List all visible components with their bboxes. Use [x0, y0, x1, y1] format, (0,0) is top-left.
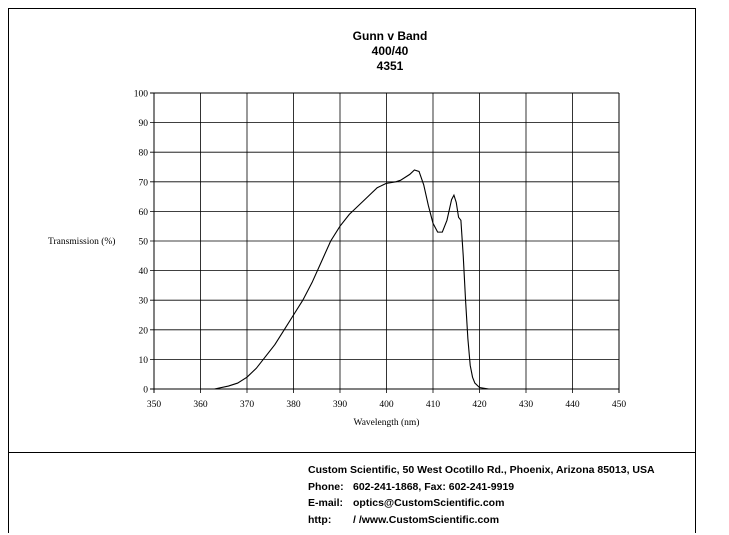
- x-tick-label-440: 440: [565, 400, 580, 410]
- phone-label: Phone:: [308, 480, 344, 493]
- y-tick-label-70: 70: [139, 178, 149, 188]
- email-link[interactable]: optics@CustomScientific.com: [353, 497, 505, 509]
- x-tick-label-390: 390: [333, 400, 348, 410]
- email-label: E-mail:: [308, 497, 344, 509]
- y-tick-label-60: 60: [139, 208, 149, 218]
- y-tick-label-40: 40: [139, 267, 149, 277]
- chart-subtitle-filter: 400/40: [371, 44, 409, 58]
- x-tick-label-410: 410: [426, 400, 441, 410]
- chart-grid: [150, 92, 620, 393]
- page-frame: [8, 8, 696, 533]
- transmission-chart: 350 360 370 380 390 400 410 420 430 440 450 0 10 20 3…: [48, 90, 627, 429]
- y-tick-label-10: 10: [139, 356, 149, 366]
- x-tick-label-450: 450: [612, 400, 627, 410]
- x-tick-label-370: 370: [240, 400, 255, 410]
- company-footer: Custom Scientific, 50 West Ocotillo Rd.,…: [308, 462, 655, 528]
- transmission-curve: [214, 169, 503, 390]
- phone-fax-value: 602-241-1868, Fax: 602-241-9919: [353, 480, 515, 493]
- y-tick-label-50: 50: [139, 238, 149, 248]
- y-tick-label-90: 90: [139, 119, 149, 129]
- y-tick-label-80: 80: [139, 149, 149, 159]
- x-tick-label-420: 420: [472, 400, 487, 410]
- website-link[interactable]: / /www.CustomScientific.com: [353, 513, 500, 526]
- x-tick-label-380: 380: [286, 400, 301, 410]
- y-axis-label: Transmission (%): [48, 236, 115, 247]
- y-tick-label-20: 20: [139, 326, 149, 336]
- x-tick-label-350: 350: [147, 400, 162, 410]
- chart-title: Gunn v Band: [352, 29, 428, 43]
- x-tick-label-360: 360: [193, 400, 208, 410]
- http-label: http:: [308, 513, 332, 526]
- x-tick-label-400: 400: [379, 400, 394, 410]
- y-tick-label-100: 100: [134, 90, 149, 100]
- footer-divider: [8, 452, 696, 453]
- x-axis-label: Wavelength (nm): [354, 417, 420, 428]
- x-tick-label-430: 430: [519, 400, 534, 410]
- chart-title-block: Gunn v Band 400/40 4351: [290, 29, 490, 74]
- y-tick-labels: 0 10 20 30 40 50 60 70 80 90 100: [134, 90, 149, 396]
- y-tick-label-0: 0: [143, 386, 148, 396]
- company-address: Custom Scientific, 50 West Ocotillo Rd.,…: [308, 464, 655, 476]
- y-tick-label-30: 30: [139, 297, 149, 307]
- x-tick-labels: 350 360 370 380 390 400 410 420 430 440 450: [147, 400, 627, 410]
- chart-subtitle-part-number: 4351: [376, 59, 404, 73]
